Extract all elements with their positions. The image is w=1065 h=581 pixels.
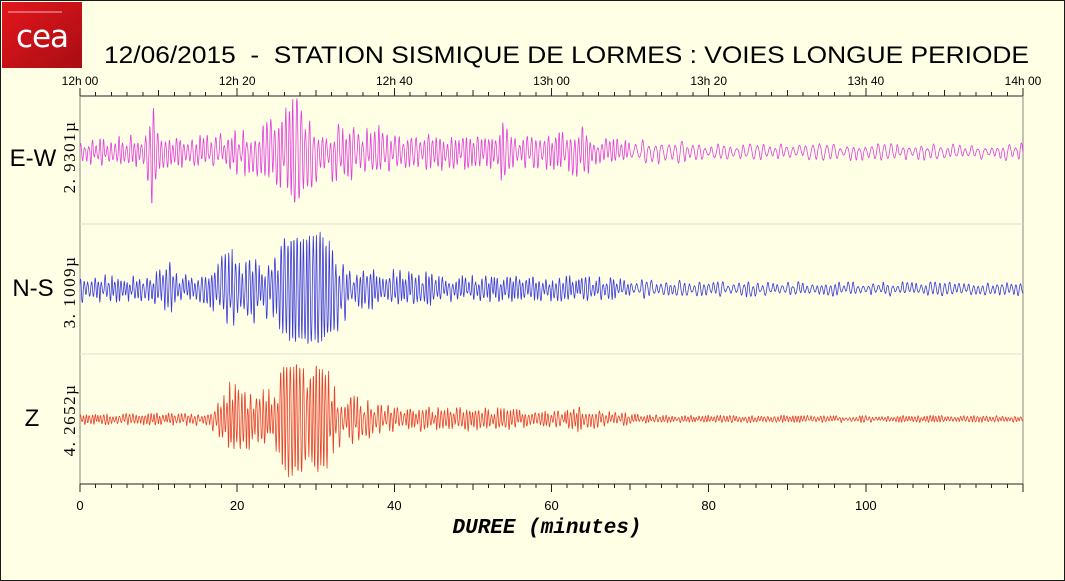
x-axis-tick-label: 100 xyxy=(855,498,877,513)
top-axis-tick-label: 12h 00 xyxy=(62,74,99,88)
top-axis-ticks xyxy=(79,88,1024,96)
top-axis-tick-label: 13h 00 xyxy=(533,74,570,88)
logo-background xyxy=(2,2,82,68)
scale-label-z: 4. 2652µ xyxy=(60,384,79,457)
n-s-trace xyxy=(79,231,1024,344)
x-axis-tick-label: 80 xyxy=(701,498,715,513)
scale-label-e-w: 2. 9301µ xyxy=(60,121,79,194)
top-axis-tick-labels: 12h 00 12h 20 12h 40 13h 00 13h 20 13h 40 14h … xyxy=(62,74,1042,88)
top-axis-tick-label: 13h 20 xyxy=(690,74,727,88)
x-axis-tick-labels: 0 20 40 60 80 100 xyxy=(76,498,876,513)
z-trace xyxy=(79,364,1024,478)
seismic-traces xyxy=(79,98,1024,478)
x-axis-ticks xyxy=(79,484,1024,492)
x-axis: 0 20 40 60 80 100 DUREE (minutes) xyxy=(76,483,1024,540)
plot-frame xyxy=(79,96,1024,484)
top-axis-tick-label: 12h 20 xyxy=(219,74,256,88)
scale-label-n-s: 3. 1009µ xyxy=(60,256,79,329)
x-axis-title: DUREE (minutes) xyxy=(452,517,641,540)
logo-wordmark: cea xyxy=(16,19,68,55)
channel-label-e-w: E-W xyxy=(10,145,57,172)
top-axis-tick-label: 14h 00 xyxy=(1005,74,1042,88)
channel-label-z: Z xyxy=(25,405,40,432)
channel-label-n-s: N-S xyxy=(12,275,53,302)
x-axis-tick-label: 40 xyxy=(387,498,401,513)
x-axis-tick-label: 0 xyxy=(76,498,83,513)
top-axis-tick-label: 13h 40 xyxy=(847,74,884,88)
top-time-axis: 12h 00 12h 20 12h 40 13h 00 13h 20 13h 40 14h … xyxy=(62,74,1042,97)
cea-logo: cea xyxy=(2,2,82,68)
x-axis-tick-label: 20 xyxy=(230,498,244,513)
e-w-trace xyxy=(79,98,1024,204)
chart-title: 12/06/2015 - STATION SISMIQUE DE LORMES … xyxy=(104,42,1029,69)
x-axis-tick-label: 60 xyxy=(544,498,558,513)
top-axis-tick-label: 12h 40 xyxy=(376,74,413,88)
